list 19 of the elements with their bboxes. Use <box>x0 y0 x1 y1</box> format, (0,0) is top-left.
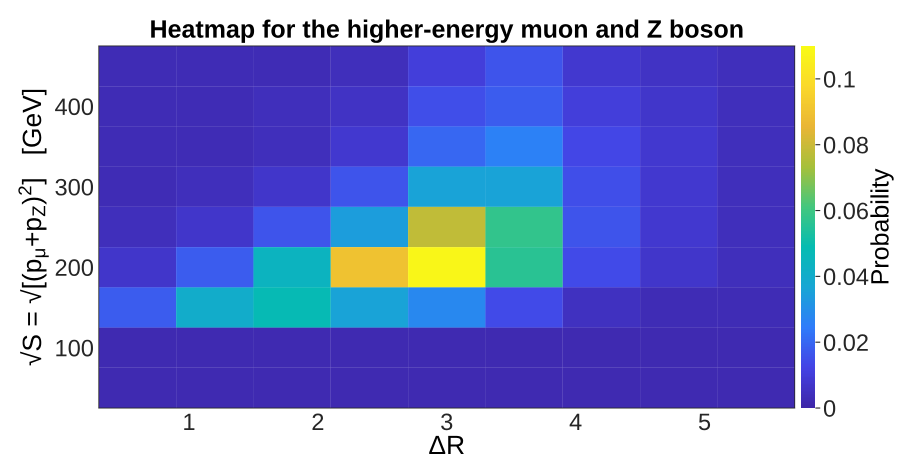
chart-title: Heatmap for the higher-energy muon and Z boson <box>151 20 742 43</box>
y-axis-title: √S = √[(p$_{μ}$+p$_{Z}$)$^{2}$] [GeV] <box>18 90 49 366</box>
color-bar-label: 0.1 <box>824 70 855 88</box>
x-tick-label: 3 <box>441 414 452 430</box>
y-tick-label: 100 <box>56 340 93 356</box>
color-bar-label: 0 <box>824 400 836 417</box>
y-tick-label: 300 <box>55 178 93 196</box>
color-bar-label: 0.04 <box>824 268 868 286</box>
x-tick-label: 1 <box>184 414 194 430</box>
y-tick-label: 200 <box>56 259 93 276</box>
color-bar-label: 0.02 <box>824 334 868 351</box>
y-tick-label: 400 <box>55 98 93 116</box>
x-tick-label: 4 <box>570 414 582 430</box>
color-bar-title: Probability <box>870 168 894 284</box>
color-bar-label: 0.06 <box>824 202 868 220</box>
x-tick-label: 2 <box>312 414 324 430</box>
x-axis-title: ΔR <box>429 436 464 454</box>
color-bar-label: 0.08 <box>824 136 868 154</box>
x-tick-label: 5 <box>698 414 710 430</box>
